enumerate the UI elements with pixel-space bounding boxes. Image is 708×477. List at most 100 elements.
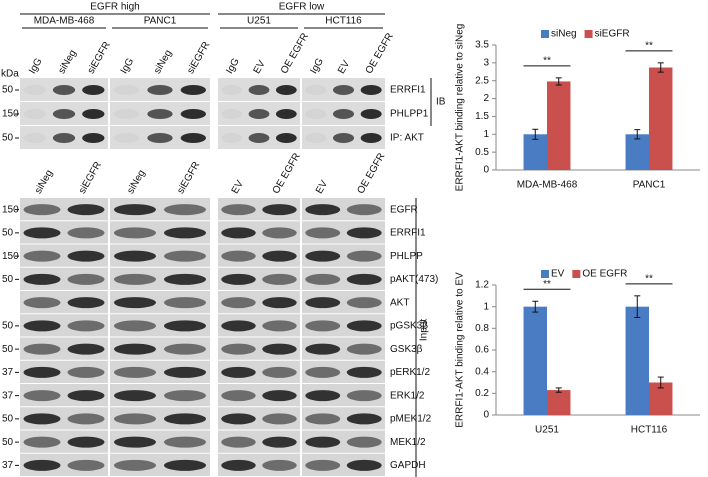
band (114, 297, 156, 309)
lane-label: IgG (27, 56, 45, 76)
band (262, 390, 297, 402)
band (221, 109, 243, 119)
lane-label: siNeg (33, 168, 55, 196)
band (23, 320, 61, 332)
band (346, 459, 382, 471)
band (346, 413, 382, 425)
legend-swatch (584, 30, 593, 38)
band (221, 227, 256, 239)
mw-marker: 37 (2, 390, 14, 401)
band (164, 366, 206, 378)
x-tick-label: PANC1 (633, 180, 666, 191)
band (305, 273, 341, 285)
y-axis-title: ERRFI1-AKT binding relative to siNeg (455, 24, 466, 192)
kda-label: kDa (1, 69, 19, 80)
y-tick-label: 0.8 (475, 323, 489, 334)
band (180, 85, 206, 95)
row-label: PHLPP (390, 251, 423, 262)
legend-swatch (541, 270, 549, 278)
lane-label: OE EGFR (279, 31, 311, 75)
mw-marker: 50 (2, 133, 14, 144)
band (23, 366, 61, 378)
band (67, 390, 105, 402)
band (52, 133, 76, 143)
lane-label: OE EGFR (271, 151, 303, 195)
mw-marker: 50 (2, 85, 14, 96)
band (346, 250, 382, 262)
band (67, 297, 105, 309)
row-label: pAKT(473) (390, 274, 438, 285)
lane-label: EV (230, 178, 246, 195)
row-label: AKT (390, 297, 409, 308)
bar (547, 390, 571, 415)
band (305, 390, 341, 402)
band (67, 273, 105, 285)
band (23, 227, 61, 239)
y-tick-label: 0.6 (475, 345, 489, 356)
band (275, 109, 297, 119)
band (23, 343, 61, 355)
bar (625, 306, 649, 415)
ib-label: IB (436, 97, 446, 108)
cell-line-label: HCT116 (325, 16, 362, 27)
band (114, 273, 156, 285)
lane-label: EV (252, 58, 268, 75)
y-tick-label: 0.2 (475, 388, 489, 399)
legend-swatch (572, 270, 581, 278)
band (221, 366, 256, 378)
lane-label: siEGFR (185, 40, 212, 76)
band (67, 320, 105, 332)
band (114, 459, 156, 471)
band (114, 109, 140, 119)
band (114, 227, 156, 239)
band (180, 133, 206, 143)
band (346, 343, 382, 355)
legend-label: siNeg (551, 29, 577, 40)
band (305, 250, 341, 262)
y-tick-label: 0 (483, 410, 489, 421)
band (67, 250, 105, 262)
mw-marker: 50 (2, 437, 14, 448)
band (248, 109, 270, 119)
band (114, 390, 156, 402)
band (346, 227, 382, 239)
y-tick-label: 1.5 (475, 111, 489, 122)
band (52, 109, 76, 119)
y-tick-label: 2 (483, 93, 489, 104)
band (82, 85, 105, 95)
lane-label: EV (336, 58, 352, 75)
row-label: IP: AKT (390, 133, 424, 144)
mw-marker: 50 (2, 321, 14, 332)
lane-label: IgG (119, 56, 137, 76)
group-label: EGFR high (90, 2, 139, 13)
band (114, 250, 156, 262)
mw-marker: 150 (2, 204, 19, 215)
band (262, 343, 297, 355)
band (82, 109, 105, 119)
band (114, 85, 140, 95)
band (221, 85, 243, 95)
bar (547, 81, 571, 170)
y-tick-label: 0.5 (475, 147, 489, 158)
band (221, 250, 256, 262)
band (221, 133, 243, 143)
lane-label: siNeg (56, 48, 78, 76)
band (164, 227, 206, 239)
band (275, 133, 297, 143)
band (346, 390, 382, 402)
input-label: Input (419, 319, 430, 341)
band (67, 459, 105, 471)
mw-marker: 50 (2, 344, 14, 355)
band (262, 227, 297, 239)
band (305, 109, 327, 119)
band (305, 320, 341, 332)
band (23, 413, 61, 425)
cell-line-label: PANC1 (144, 16, 177, 27)
band (262, 436, 297, 448)
band (346, 320, 382, 332)
band (305, 343, 341, 355)
band (360, 109, 382, 119)
mw-marker: 50 (2, 228, 14, 239)
band (23, 250, 61, 262)
band (164, 390, 206, 402)
